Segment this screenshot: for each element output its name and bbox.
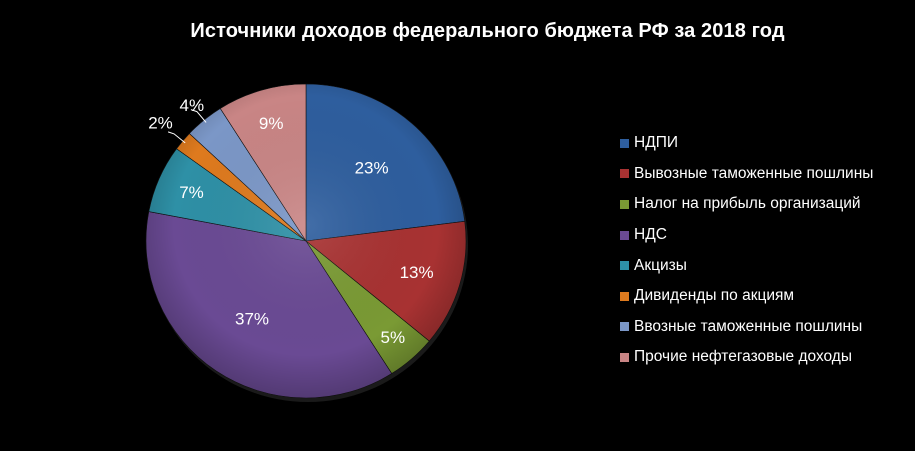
legend-item-4: НДС (620, 220, 873, 251)
legend-swatch-8 (620, 352, 629, 362)
data-label-5: 7% (179, 183, 204, 202)
legend-swatch-7 (620, 322, 629, 332)
legend-label-7: Ввозные таможенные пошлины (634, 317, 863, 335)
legend-swatch-3 (620, 199, 629, 209)
legend-label-6: Дивиденды по акциям (634, 287, 795, 305)
data-label-4: 37% (235, 309, 269, 328)
legend-item-8: Прочие нефтегазовые доходы (620, 342, 873, 373)
legend-item-7: Ввозные таможенные пошлины (620, 312, 873, 343)
legend-swatch-1 (620, 138, 629, 148)
legend-label-1: НДПИ (634, 134, 678, 152)
legend-label-2: Вывозные таможенные пошлины (634, 164, 874, 182)
legend-swatch-2 (620, 169, 629, 179)
legend-swatch-6 (620, 291, 629, 301)
legend-swatch-4 (620, 230, 629, 240)
legend-item-2: Вывозные таможенные пошлины (620, 159, 873, 190)
legend-item-1: НДПИ (620, 128, 873, 159)
legend: НДПИ Вывозные таможенные пошлины Налог на … (620, 128, 873, 373)
data-label-6: 2% (148, 113, 173, 132)
leader-line-6 (167, 131, 186, 144)
legend-item-5: Акцизы (620, 250, 873, 281)
legend-swatch-5 (620, 261, 629, 271)
legend-item-3: Налог на прибыль организаций (620, 189, 873, 220)
data-label-3: 5% (381, 328, 406, 347)
leader-line-7 (190, 109, 207, 123)
legend-item-6: Дивиденды по акциям (620, 281, 873, 312)
data-label-2: 13% (400, 263, 434, 282)
legend-label-8: Прочие нефтегазовые доходы (634, 348, 852, 366)
chart-title: Источники доходов федерального бюджета Р… (190, 20, 785, 42)
legend-label-5: Акцизы (634, 256, 687, 274)
data-label-1: 23% (355, 159, 389, 178)
legend-label-4: НДС (634, 226, 667, 244)
data-label-8: 9% (259, 114, 284, 133)
legend-label-3: Налог на прибыль организаций (634, 195, 861, 213)
data-label-7: 4% (180, 96, 205, 115)
